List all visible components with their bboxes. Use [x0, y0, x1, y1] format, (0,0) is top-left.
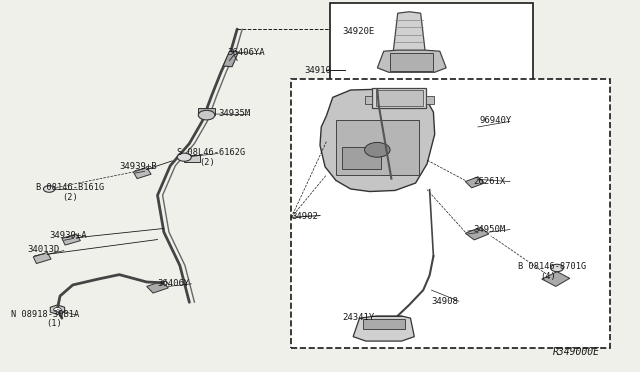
Bar: [184, 155, 200, 162]
Text: R349000E: R349000E: [552, 347, 600, 357]
Bar: [376, 90, 422, 106]
Text: N 08918-30B1A: N 08918-30B1A: [11, 310, 79, 319]
Circle shape: [44, 186, 55, 192]
Text: (1): (1): [46, 319, 61, 328]
Text: B 08146-8701G: B 08146-8701G: [518, 262, 586, 271]
Circle shape: [54, 308, 61, 312]
Text: B 08146-B161G: B 08146-B161G: [36, 183, 105, 192]
Bar: [390, 53, 433, 71]
Polygon shape: [33, 253, 51, 263]
Text: 34910: 34910: [304, 66, 331, 76]
Polygon shape: [465, 227, 489, 240]
Bar: [342, 147, 381, 169]
Text: (2): (2): [199, 158, 214, 167]
Polygon shape: [378, 50, 446, 72]
Text: 34935M: 34935M: [218, 109, 250, 118]
Polygon shape: [394, 12, 425, 51]
Polygon shape: [353, 316, 414, 341]
Text: 34939+A: 34939+A: [49, 231, 87, 240]
Text: 34950M: 34950M: [473, 225, 505, 234]
Text: 34920E: 34920E: [342, 27, 374, 36]
Text: S 08L46-6162G: S 08L46-6162G: [177, 148, 245, 157]
Circle shape: [177, 153, 191, 161]
Text: 34908: 34908: [431, 297, 458, 306]
Circle shape: [365, 142, 390, 157]
Bar: [364, 319, 404, 329]
Polygon shape: [133, 167, 151, 179]
Text: (2): (2): [62, 193, 77, 202]
Bar: [198, 109, 216, 115]
Text: 36406Y: 36406Y: [157, 279, 189, 288]
Bar: [365, 96, 372, 104]
Text: 34013D: 34013D: [27, 246, 59, 254]
Bar: [291, 79, 610, 348]
Polygon shape: [465, 177, 484, 188]
Bar: [330, 3, 534, 83]
Bar: [426, 96, 434, 104]
Polygon shape: [51, 305, 65, 314]
Polygon shape: [541, 272, 570, 286]
Text: 36406YA: 36406YA: [228, 48, 265, 57]
Bar: [372, 88, 426, 109]
Polygon shape: [320, 89, 435, 192]
Text: 34902: 34902: [291, 212, 318, 221]
Text: 96940Y: 96940Y: [479, 116, 511, 125]
Circle shape: [198, 110, 215, 120]
Text: 34939+B: 34939+B: [119, 163, 157, 171]
Text: 26261X: 26261X: [473, 177, 505, 186]
Circle shape: [550, 264, 563, 272]
Text: (4): (4): [540, 272, 556, 281]
Polygon shape: [223, 51, 239, 67]
Bar: [336, 119, 419, 175]
Polygon shape: [147, 281, 168, 293]
Text: 24341Y: 24341Y: [342, 312, 374, 322]
Polygon shape: [62, 234, 81, 245]
